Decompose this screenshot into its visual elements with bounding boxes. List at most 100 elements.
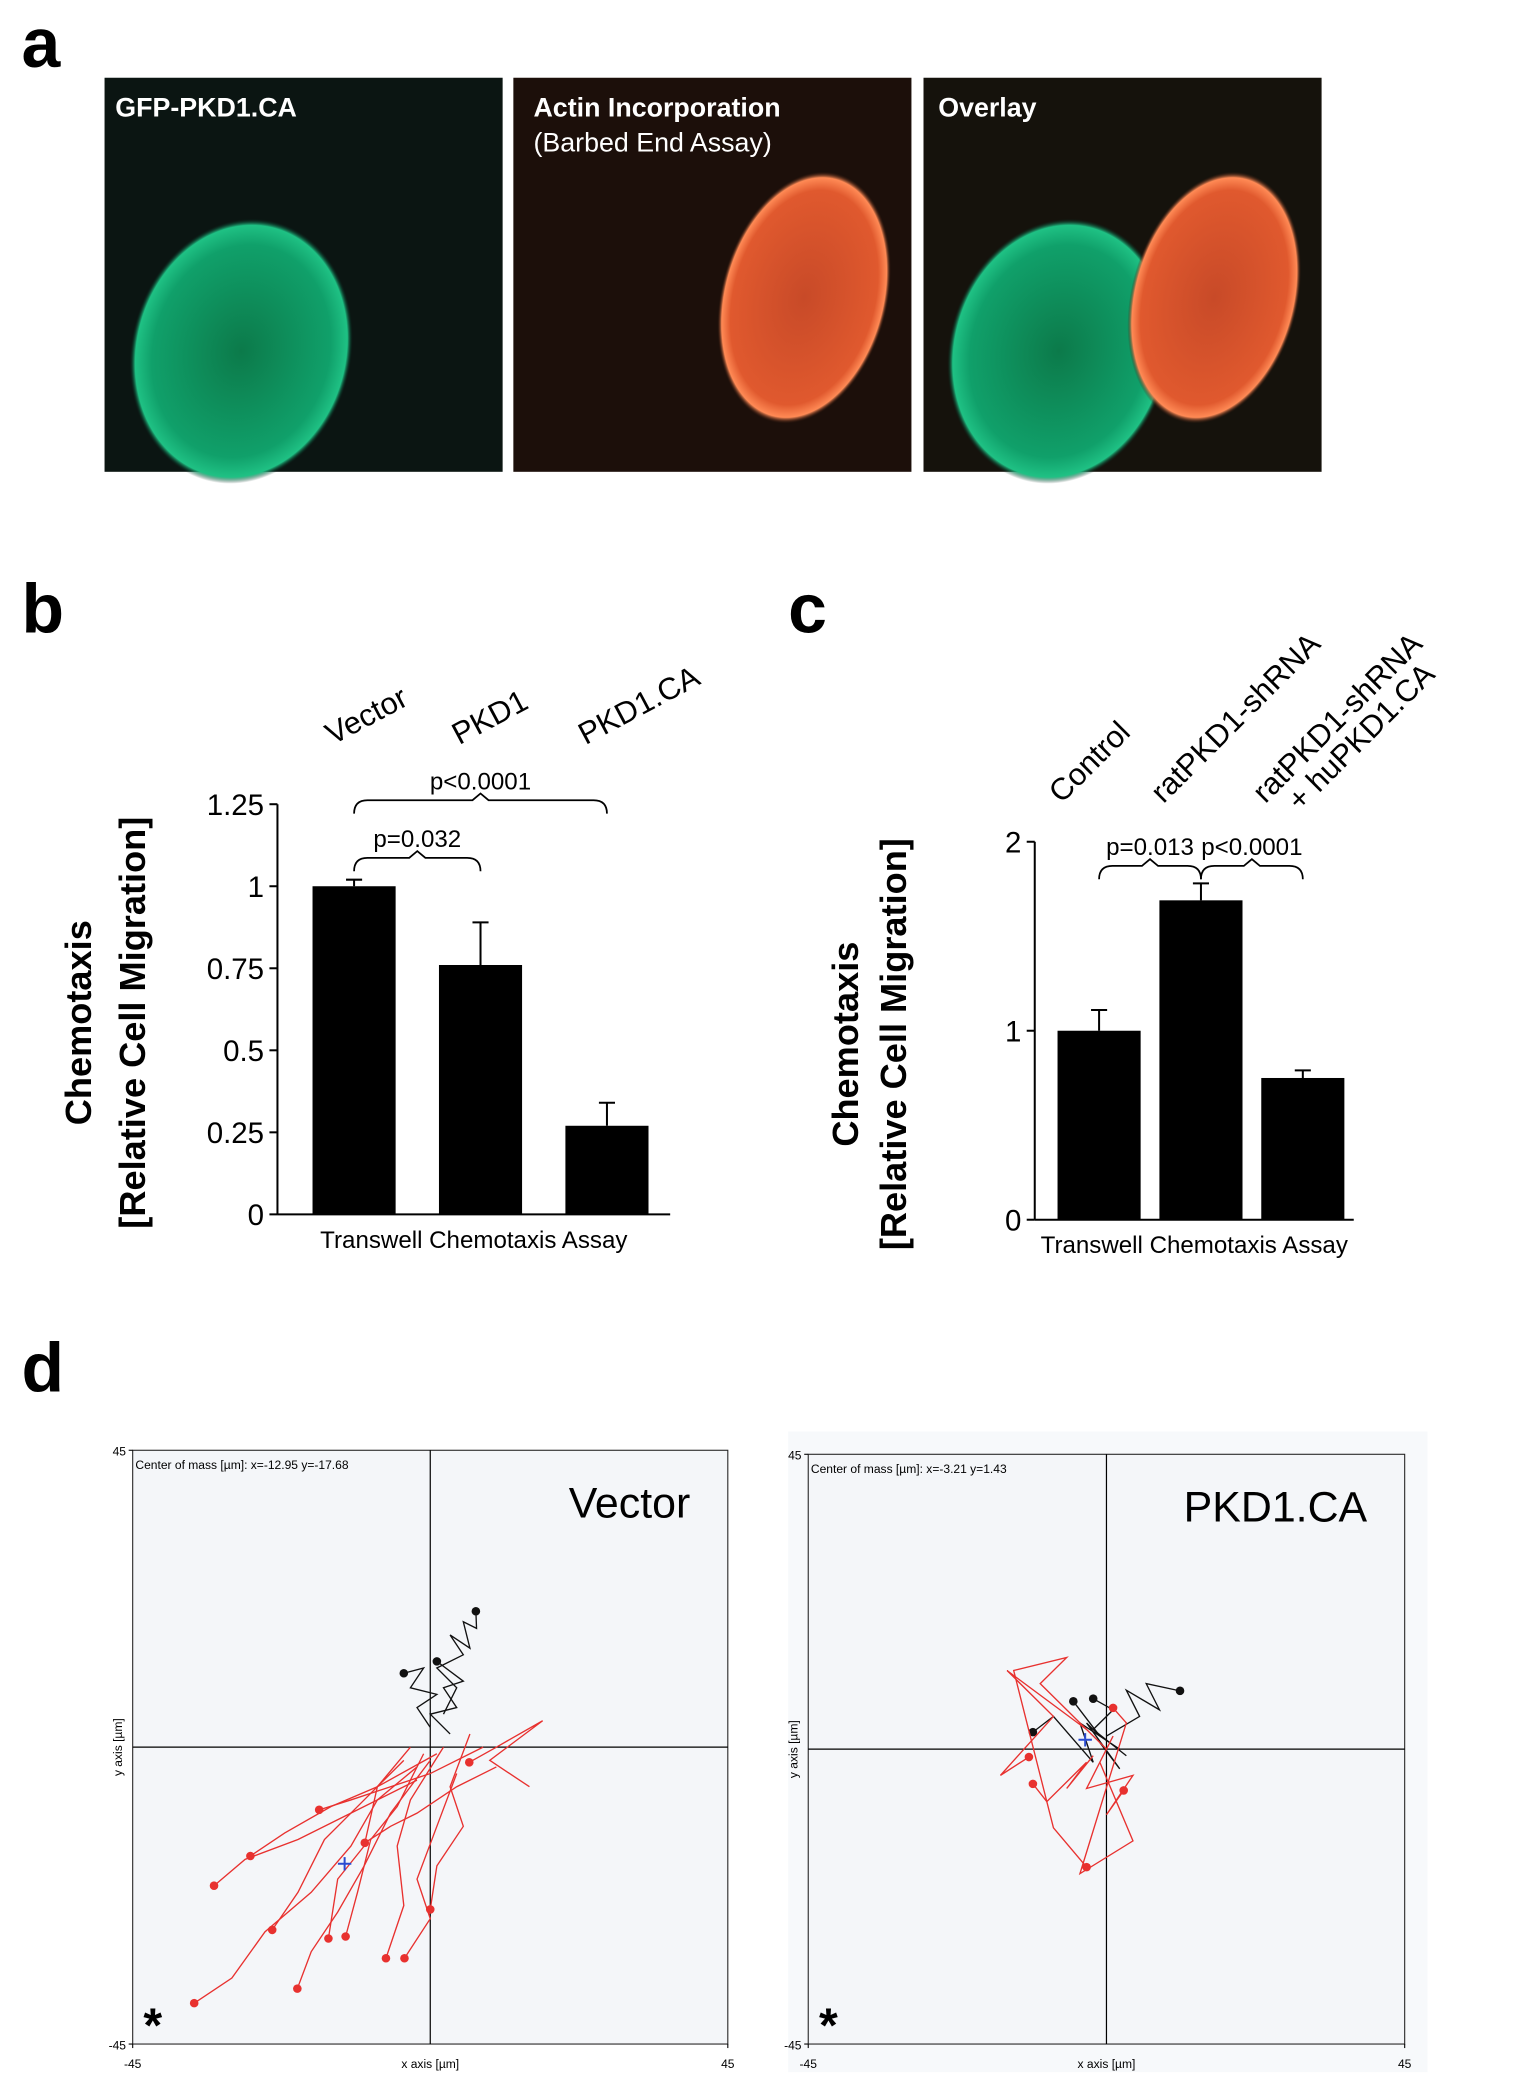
panel-label: d bbox=[21, 1328, 64, 1406]
x-tick-label: -45 bbox=[124, 2057, 142, 2071]
track-end bbox=[1082, 1862, 1091, 1872]
panel-label: b bbox=[21, 570, 64, 648]
track-end bbox=[381, 1953, 391, 1963]
track-end bbox=[471, 1606, 481, 1616]
track bbox=[1012, 1656, 1107, 1868]
track bbox=[468, 1720, 544, 1788]
track bbox=[1072, 1700, 1121, 1770]
y-axis-label: Chemotaxis bbox=[58, 920, 99, 1125]
track-end bbox=[267, 1925, 277, 1935]
track bbox=[403, 1773, 458, 1959]
panel-label: c bbox=[788, 570, 827, 648]
significance-marker: * bbox=[819, 1998, 838, 2052]
y-tick-label: 1 bbox=[248, 871, 264, 904]
track-end bbox=[1119, 1786, 1128, 1795]
bar bbox=[1159, 900, 1243, 1220]
x-axis-label: Transwell Chemotaxis Assay bbox=[320, 1227, 627, 1254]
track-end bbox=[314, 1805, 324, 1815]
track-end bbox=[425, 1905, 435, 1914]
p-value: p<0.0001 bbox=[430, 768, 531, 795]
y-axis-label: [Relative Cell Migration] bbox=[873, 838, 914, 1250]
significance-marker: * bbox=[143, 1998, 162, 2052]
track bbox=[1078, 1707, 1134, 1876]
track-end bbox=[400, 1953, 409, 1963]
bar bbox=[438, 964, 523, 1215]
plot-title: PKD1.CA bbox=[1184, 1483, 1368, 1531]
image-subtitle: (Barbed End Assay) bbox=[533, 127, 771, 157]
y-tick-label: 0 bbox=[1005, 1204, 1021, 1237]
p-value: p=0.032 bbox=[373, 826, 461, 853]
track bbox=[296, 1759, 431, 1989]
track-end bbox=[1175, 1686, 1185, 1696]
significance-bracket bbox=[353, 849, 482, 872]
x-tick-label: -45 bbox=[800, 2057, 818, 2071]
track bbox=[1106, 1682, 1181, 1737]
track bbox=[213, 1779, 418, 1887]
track-end bbox=[1024, 1752, 1034, 1762]
track-end bbox=[246, 1851, 255, 1861]
y-tick-label: 0 bbox=[248, 1199, 264, 1232]
y-axis-label: [Relative Cell Migration] bbox=[112, 817, 153, 1229]
center-of-mass bbox=[1078, 1733, 1092, 1747]
image-title: Actin Incorporation bbox=[533, 93, 780, 123]
center-of-mass-label: Center of mass [µm]: x=-3.21 y=1.43 bbox=[811, 1462, 1007, 1476]
center-of-mass-label: Center of mass [µm]: x=-12.95 y=-17.68 bbox=[135, 1458, 348, 1472]
bar bbox=[312, 886, 396, 1215]
y-tick-label: 0.25 bbox=[207, 1117, 264, 1150]
p-value: p=0.013 bbox=[1106, 834, 1194, 861]
track bbox=[364, 1766, 497, 1844]
green-cell bbox=[129, 218, 353, 484]
track-end bbox=[1108, 1703, 1118, 1713]
y-axis-label: Chemotaxis bbox=[825, 942, 866, 1147]
y-tick-label: -45 bbox=[109, 2038, 127, 2052]
error-bar bbox=[346, 878, 363, 887]
track bbox=[1032, 1755, 1094, 1803]
panel-label: a bbox=[21, 4, 61, 82]
track-end bbox=[399, 1668, 409, 1678]
category-label: PKD1 bbox=[446, 683, 534, 752]
track-end bbox=[1088, 1694, 1098, 1703]
track bbox=[318, 1746, 484, 1811]
category-label: PKD1.CA bbox=[572, 658, 705, 751]
track bbox=[385, 1746, 445, 1959]
track bbox=[435, 1611, 478, 1715]
center-of-mass bbox=[337, 1857, 352, 1871]
track bbox=[428, 1660, 465, 1735]
y-axis-label: y axis [µm] bbox=[787, 1720, 801, 1778]
track bbox=[999, 1669, 1087, 1776]
x-axis-label: x axis [µm] bbox=[1078, 2057, 1136, 2071]
y-tick-label: 0.5 bbox=[223, 1035, 264, 1068]
track-end bbox=[1028, 1779, 1038, 1789]
y-tick-label: 1 bbox=[1005, 1015, 1021, 1048]
track-end bbox=[432, 1657, 442, 1666]
track-end bbox=[293, 1984, 302, 1993]
image-title: GFP-PKD1.CA bbox=[115, 93, 297, 123]
track-end bbox=[1069, 1697, 1078, 1706]
y-tick-label: 45 bbox=[113, 1445, 127, 1459]
red-cell bbox=[717, 171, 892, 424]
image-panels: GFP-PKD1.CA Actin Incorporation (Barbed … bbox=[104, 77, 1322, 484]
significance-bracket bbox=[353, 792, 608, 814]
bar bbox=[565, 1125, 649, 1215]
y-tick-label: -45 bbox=[784, 2038, 802, 2052]
plot-title: Vector bbox=[569, 1479, 691, 1527]
bar bbox=[1057, 1030, 1141, 1220]
category-label: Control bbox=[1042, 714, 1137, 809]
x-axis-label: x axis [µm] bbox=[401, 2057, 459, 2071]
track bbox=[1085, 1735, 1135, 1816]
track-end bbox=[360, 1838, 370, 1848]
track-end bbox=[324, 1934, 333, 1943]
y-tick-label: 2 bbox=[1005, 826, 1021, 859]
category-label: Vector bbox=[319, 680, 413, 752]
track-end bbox=[209, 1881, 219, 1890]
track-end bbox=[1028, 1727, 1038, 1737]
x-axis-label: Transwell Chemotaxis Assay bbox=[1041, 1232, 1348, 1259]
image-title: Overlay bbox=[938, 93, 1036, 123]
error-bar bbox=[1091, 1008, 1108, 1031]
y-axis-label: y axis [µm] bbox=[111, 1718, 125, 1776]
track bbox=[429, 1733, 471, 1910]
track-end bbox=[341, 1932, 350, 1941]
significance-bracket bbox=[1200, 858, 1304, 880]
p-value: p<0.0001 bbox=[1201, 834, 1302, 861]
